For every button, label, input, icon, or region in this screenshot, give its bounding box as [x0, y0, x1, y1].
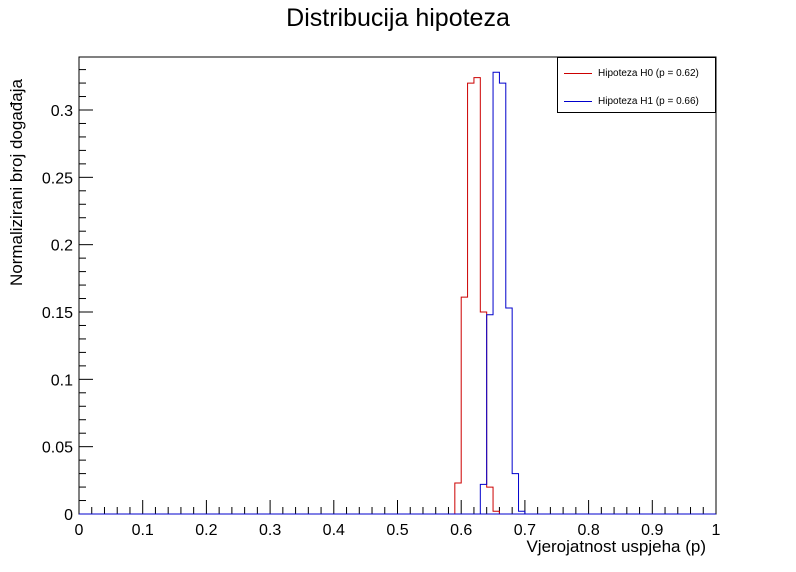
x-tick-label: 0 — [75, 522, 84, 539]
histogram-bin-h0 — [474, 78, 480, 514]
y-tick-label: 0.3 — [51, 103, 73, 120]
histogram-series-h1 — [473, 71, 526, 515]
legend-line-h0 — [564, 72, 592, 74]
x-tick-label: 0.1 — [132, 522, 154, 539]
y-tick-label: 0 — [64, 507, 73, 524]
histogram-bin-h0 — [455, 483, 461, 514]
y-tick-label: 0.15 — [42, 305, 73, 322]
x-tick-label: 0.7 — [514, 522, 536, 539]
x-tick-label: 0.4 — [323, 522, 345, 539]
y-axis-label: Normalizirani broj događaja — [7, 79, 26, 286]
y-tick-label: 0.1 — [51, 372, 73, 389]
x-tick-label: 0.3 — [259, 522, 281, 539]
histogram-bin-h0 — [468, 83, 474, 514]
x-tick-label: 0.2 — [195, 522, 217, 539]
x-tick-label: 0.5 — [386, 522, 408, 539]
legend-label-h0: Hipoteza H0 (p = 0.62) — [598, 67, 699, 79]
x-tick-label: 0.8 — [577, 522, 599, 539]
legend-item-h0: Hipoteza H0 (p = 0.62) — [564, 66, 699, 80]
chart-title: Distribucija hipoteza — [286, 4, 510, 32]
legend-line-h1 — [564, 100, 592, 102]
histogram-bin-h1 — [480, 484, 486, 514]
histogram-bin-h0 — [461, 297, 467, 514]
legend-label-h1: Hipoteza H1 (p = 0.66) — [598, 95, 699, 107]
x-tick-label: 0.6 — [450, 522, 472, 539]
legend-item-h1: Hipoteza H1 (p = 0.66) — [564, 94, 699, 108]
histogram-bin-h1 — [506, 308, 512, 514]
histogram-bin-h1 — [493, 72, 499, 514]
x-axis-label: Vjerojatnost uspjeha (p) — [526, 537, 706, 556]
y-tick-label: 0.25 — [42, 170, 73, 187]
x-tick-label: 1 — [712, 522, 721, 539]
histogram-bin-h1 — [487, 315, 493, 514]
histogram-bin-h0 — [480, 312, 486, 514]
x-tick-label: 0.9 — [641, 522, 663, 539]
legend: Hipoteza H0 (p = 0.62) Hipoteza H1 (p = … — [557, 57, 716, 113]
histogram-bin-h1 — [499, 83, 505, 514]
histogram-series-h0 — [442, 77, 500, 515]
y-tick-label: 0.2 — [51, 238, 73, 255]
plot-frame — [78, 56, 717, 515]
histogram-bin-h1 — [512, 474, 518, 514]
y-tick-label: 0.05 — [42, 440, 73, 457]
